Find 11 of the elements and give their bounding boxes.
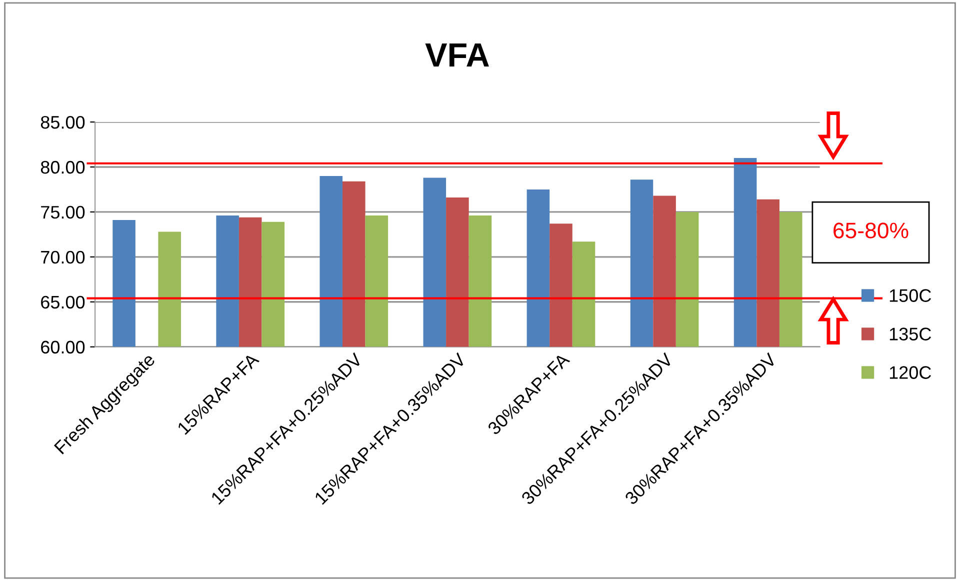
y-tick-label: 65.00 [41, 296, 85, 309]
text: 65-80% [834, 222, 908, 238]
legend-label: 135C [890, 328, 932, 340]
y-tick-label: 75.00 [41, 206, 85, 219]
y-tick-label: 85.00 [40, 116, 85, 129]
y-tick-label: 60.00 [41, 340, 85, 354]
chart-title: VFA [425, 44, 489, 66]
y-tick-label: 70.00 [41, 250, 85, 264]
y-tick-label: 80.00 [40, 160, 85, 174]
legend-label: 150C [890, 289, 932, 302]
legend-label: 120C [890, 366, 932, 379]
